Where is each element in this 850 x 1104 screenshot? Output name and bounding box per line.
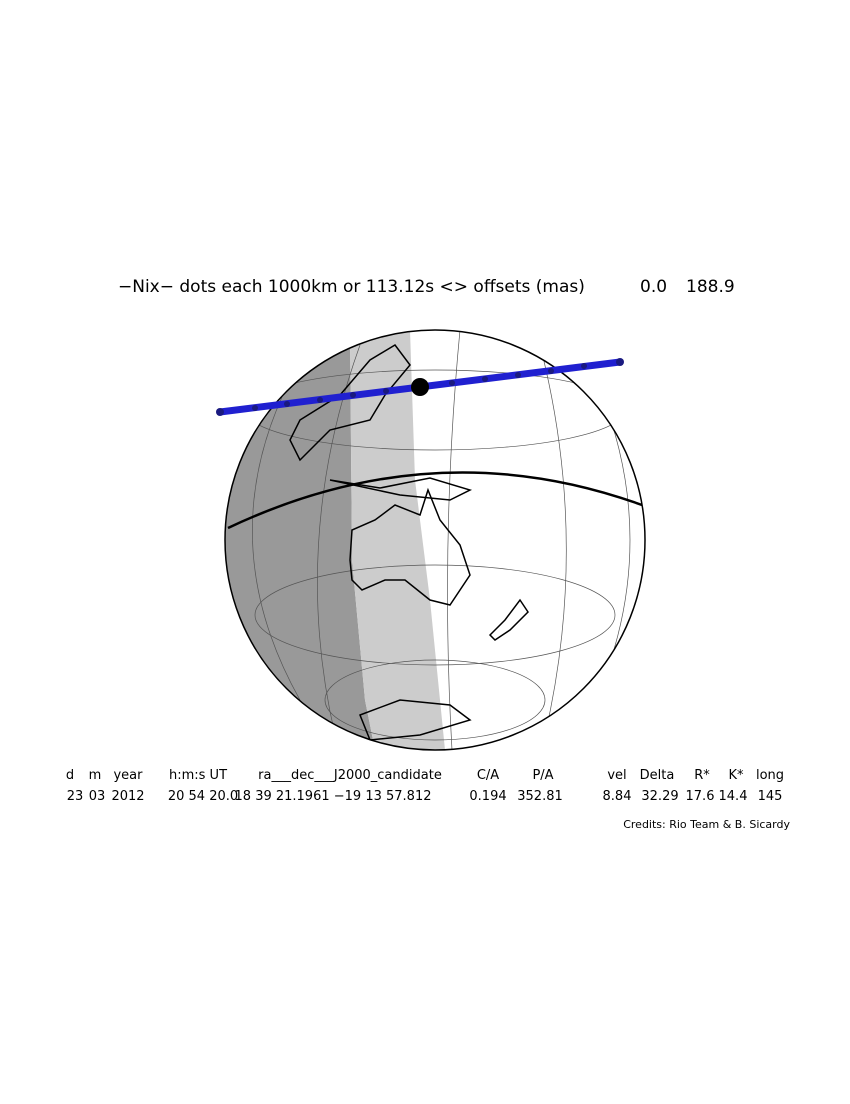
equator	[227, 471, 643, 530]
cell: 03	[89, 789, 106, 804]
cell: 8.84	[603, 789, 632, 804]
cell: 20 54 20.0	[168, 789, 238, 804]
column-header: Delta	[640, 768, 675, 783]
column-header: h:m:s UT	[169, 768, 227, 783]
globe-outline	[224, 329, 646, 751]
column-header: C/A	[477, 768, 499, 783]
column-header: d	[66, 768, 74, 783]
cell: 145	[758, 789, 783, 804]
cell: 14.4	[719, 789, 748, 804]
column-header: m	[89, 768, 102, 783]
column-header: P/A	[532, 768, 553, 783]
cell: 2012	[111, 789, 144, 804]
cell: 17.6	[686, 789, 715, 804]
offset-dec: 188.9	[686, 277, 735, 297]
cell: 23	[67, 789, 84, 804]
cell: 0.194	[469, 789, 506, 804]
column-header: ra___dec___J2000_candidate	[258, 768, 442, 783]
title: −Nix− dots each 1000km or 113.12s <> off…	[118, 277, 585, 297]
column-header: vel	[607, 768, 626, 783]
credits: Credits: Rio Team & B. Sicardy	[623, 818, 790, 831]
column-header: long	[756, 768, 784, 783]
cell: 352.81	[517, 789, 563, 804]
cell: 18 39 21.1961 −19 13 57.812	[235, 789, 432, 804]
offset-ra: 0.0	[640, 277, 667, 297]
column-header: R*	[694, 768, 710, 783]
globe	[225, 330, 645, 750]
cell: 32.29	[641, 789, 678, 804]
column-header: year	[113, 768, 143, 783]
data-table: d m year h:m:s UT ra___dec___J2000_candidate…	[66, 768, 784, 804]
path-dots	[216, 358, 624, 416]
occultation-point	[411, 378, 429, 396]
column-header: K*	[728, 768, 744, 783]
